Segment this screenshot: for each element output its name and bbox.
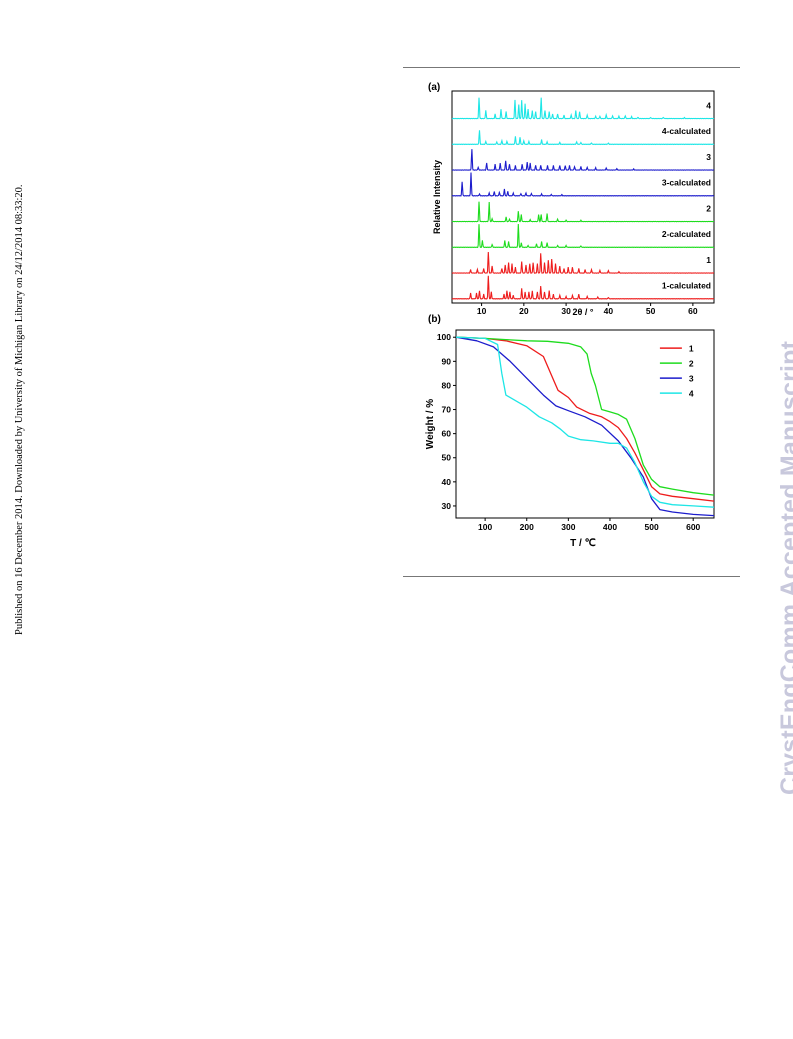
tga-x-tick-label: 100 [478,522,492,532]
panel-a-label: (a) [428,82,440,93]
xrd-series-2-calculated [451,223,714,249]
tga-chart: 100 200 300 400 500 600 30 40 50 60 70 80 90 100 1 2 3 4… [425,329,715,549]
xrd-x-tick-label: 60 [688,306,698,316]
tga-y-tick-label: 100 [437,332,451,342]
xrd-series-label-4-calculated: 4-calculated [662,126,711,136]
panel-b-label: (b) [428,314,441,325]
xrd-series-label-3-calculated: 3-calculated [662,178,711,188]
tga-y-axis-title: Weight / % [425,399,436,449]
figure-bottom-rule [403,576,740,577]
xrd-chart: 1-calculated 1 2-calculated 2 3-calculated 3 4… [432,90,715,317]
tga-x-tick-label: 200 [520,522,534,532]
tga-series-group [455,336,715,517]
tga-x-axis-title: T / ℃ [570,538,596,549]
xrd-series-1-calculated [451,275,715,300]
xrd-x-tick-label: 20 [519,306,529,316]
xrd-series-2 [451,201,714,223]
tga-x-tick-label: 600 [686,522,700,532]
tga-series-4 [455,336,715,508]
tga-legend: 1 2 3 4 [659,344,694,399]
tga-y-tick-label: 80 [442,380,452,390]
xrd-x-tick-label: 40 [604,306,614,316]
tga-legend-label-3: 3 [689,374,694,384]
accepted-manuscript-watermark: CrystEngComm Accepted Manuscript [776,340,793,795]
xrd-x-axis-title: 2θ / ° [573,307,594,317]
xrd-series-4-calculated [451,130,715,146]
xrd-series-3-calculated [451,172,715,197]
xrd-series-label-1-calculated: 1-calculated [662,281,711,291]
tga-series-1 [455,336,715,502]
xrd-series-4 [451,97,715,120]
tga-y-tick-label: 50 [442,453,452,463]
xrd-y-axis-title: Relative Intensity [432,160,442,234]
xrd-series-label-2: 2 [706,203,711,213]
figure-top-rule [403,67,740,68]
tga-y-tick-label: 70 [442,405,452,415]
tga-series-2 [455,336,715,496]
tga-legend-label-4: 4 [689,389,694,399]
xrd-series-label-4: 4 [706,101,711,111]
xrd-series-3 [451,149,715,171]
xrd-x-tick-label: 30 [561,306,571,316]
figure-svg: (a) 1-calculated 1 2-calculated 2 3-calculat… [425,82,715,549]
tga-y-tick-label: 90 [442,356,452,366]
xrd-plot-frame [451,90,715,304]
xrd-x-tick-label: 10 [477,306,487,316]
xrd-series-label-2-calculated: 2-calculated [662,229,711,239]
xrd-series-1 [451,251,714,274]
publication-note: Published on 16 December 2014. Downloade… [14,184,25,635]
tga-x-tick-label: 500 [644,522,658,532]
tga-y-tick-label: 40 [442,477,452,487]
tga-y-tick-label: 30 [442,501,452,511]
xrd-series-group: 1-calculated 1 2-calculated 2 3-calculated 3 4… [451,97,715,300]
xrd-x-ticks: 10 20 30 40 50 60 [477,303,698,316]
tga-y-tick-label: 60 [442,429,452,439]
tga-legend-label-2: 2 [689,359,694,369]
tga-series-3 [455,336,715,517]
tga-plot-frame [455,329,715,519]
figure: (a) 1-calculated 1 2-calculated 2 3-calculat… [403,72,733,577]
tga-legend-label-1: 1 [689,344,694,354]
tga-axis-ticks: 100 200 300 400 500 600 30 40 50 60 70 80 90 100 [437,332,701,532]
xrd-series-label-3: 3 [706,152,711,162]
xrd-series-label-1: 1 [706,255,711,265]
xrd-x-tick-label: 50 [646,306,656,316]
tga-x-tick-label: 300 [561,522,575,532]
tga-x-tick-label: 400 [603,522,617,532]
